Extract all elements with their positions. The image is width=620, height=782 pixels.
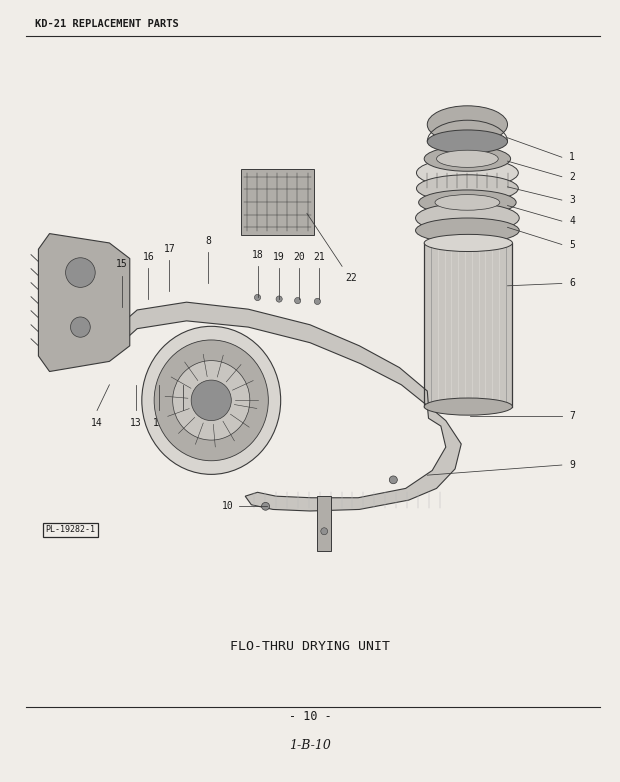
Text: 16: 16 <box>143 252 154 262</box>
Ellipse shape <box>66 258 95 287</box>
Ellipse shape <box>294 297 301 303</box>
Polygon shape <box>245 405 461 511</box>
Ellipse shape <box>424 235 513 252</box>
Polygon shape <box>424 243 513 407</box>
Ellipse shape <box>435 195 500 210</box>
Ellipse shape <box>427 130 508 153</box>
Text: 3: 3 <box>569 195 575 205</box>
Text: 13: 13 <box>130 418 142 429</box>
Ellipse shape <box>424 146 511 171</box>
Text: 22: 22 <box>345 273 357 282</box>
Ellipse shape <box>191 380 231 421</box>
Text: 17: 17 <box>164 244 175 254</box>
Ellipse shape <box>254 294 260 300</box>
Text: 14: 14 <box>91 418 103 429</box>
Text: 15: 15 <box>116 260 128 270</box>
Text: 11: 11 <box>177 418 189 429</box>
Text: 18: 18 <box>252 250 264 260</box>
Ellipse shape <box>415 218 519 243</box>
Ellipse shape <box>154 340 268 461</box>
Ellipse shape <box>71 317 91 337</box>
Ellipse shape <box>417 174 518 202</box>
Text: PL-19282-1: PL-19282-1 <box>45 526 95 534</box>
Ellipse shape <box>389 476 397 484</box>
Text: 9: 9 <box>569 460 575 470</box>
Ellipse shape <box>417 158 518 188</box>
Text: 10: 10 <box>223 501 234 511</box>
Text: 1: 1 <box>569 152 575 162</box>
Polygon shape <box>317 497 331 551</box>
Text: 7: 7 <box>569 411 575 421</box>
Ellipse shape <box>436 150 498 167</box>
Text: 21: 21 <box>313 252 325 262</box>
Text: 1-B-10: 1-B-10 <box>289 740 331 752</box>
Ellipse shape <box>314 298 321 304</box>
Ellipse shape <box>142 326 281 475</box>
Polygon shape <box>115 302 428 407</box>
Polygon shape <box>38 234 130 371</box>
Ellipse shape <box>172 361 250 440</box>
Text: KD-21 REPLACEMENT PARTS: KD-21 REPLACEMENT PARTS <box>35 19 179 29</box>
Ellipse shape <box>415 203 519 233</box>
Text: 8: 8 <box>205 236 211 246</box>
Text: 4: 4 <box>569 216 575 226</box>
Ellipse shape <box>424 398 513 415</box>
Ellipse shape <box>418 190 516 215</box>
Text: 6: 6 <box>569 278 575 289</box>
Text: - 10 -: - 10 - <box>289 710 331 723</box>
Text: 12: 12 <box>153 418 165 429</box>
Ellipse shape <box>427 106 508 143</box>
Ellipse shape <box>276 296 282 302</box>
Ellipse shape <box>321 528 327 535</box>
Text: 19: 19 <box>273 252 285 262</box>
Text: 20: 20 <box>293 252 305 262</box>
Text: 5: 5 <box>569 239 575 249</box>
Ellipse shape <box>262 502 270 510</box>
Text: FLO-THRU DRYING UNIT: FLO-THRU DRYING UNIT <box>230 640 390 653</box>
Text: 2: 2 <box>569 172 575 181</box>
Bar <box>241 169 314 235</box>
